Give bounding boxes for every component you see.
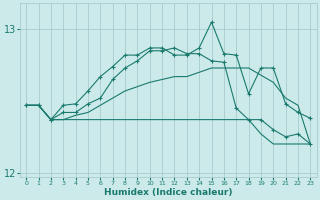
- X-axis label: Humidex (Indice chaleur): Humidex (Indice chaleur): [104, 188, 233, 197]
